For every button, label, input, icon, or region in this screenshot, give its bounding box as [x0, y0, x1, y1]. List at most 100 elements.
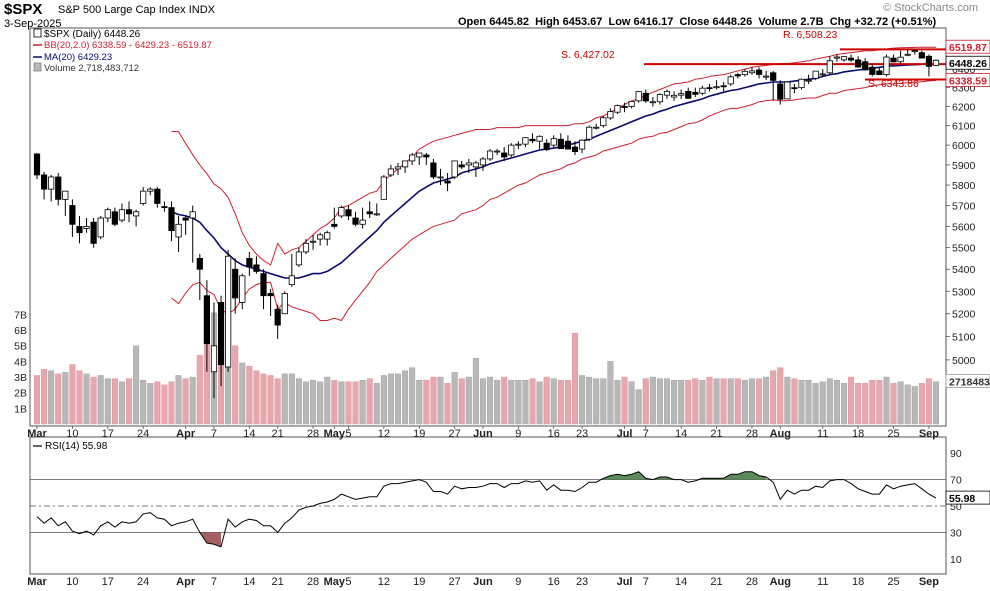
- volume-bar: [819, 381, 826, 425]
- volume-bar: [543, 376, 550, 425]
- date-tick-label: 11: [817, 428, 828, 440]
- price-candles: [33, 49, 940, 399]
- candle-body: [706, 87, 713, 90]
- candle-body: [508, 144, 515, 156]
- volume-bar: [402, 370, 409, 425]
- volume-bar: [607, 361, 614, 425]
- candle-body: [494, 150, 501, 153]
- rsi-tick-label: 10: [950, 554, 962, 566]
- volume-bar: [840, 383, 847, 425]
- candle-body: [918, 52, 925, 59]
- candle-body: [536, 135, 543, 142]
- date-tick-label: 25: [887, 428, 899, 440]
- date-tick-label: Mar: [27, 428, 47, 440]
- candle-body: [904, 53, 911, 56]
- rsi-panel-frame: [29, 436, 947, 575]
- price-tick-label: 6000: [952, 140, 976, 152]
- candle-body: [451, 160, 458, 178]
- rsi-date-tick-label: 25: [887, 576, 899, 588]
- volume-bar: [727, 378, 734, 425]
- candle-body: [104, 209, 111, 219]
- rsi-tick-label: 50: [950, 501, 962, 513]
- rsi-date-tick-label: May: [324, 576, 346, 588]
- candle-body: [770, 72, 777, 81]
- close-label: Close: [679, 16, 710, 28]
- candle-body: [798, 78, 805, 89]
- volume-bar: [295, 378, 302, 425]
- candle-body: [267, 293, 274, 297]
- candle-body: [642, 92, 649, 102]
- candle-body: [232, 268, 239, 299]
- volume-bar: [550, 378, 557, 425]
- rsi-date-tick-label: 16: [548, 576, 560, 588]
- volume-bar: [253, 370, 260, 425]
- volume-bar: [522, 379, 529, 425]
- volume-bar: [720, 378, 727, 425]
- candle-body: [600, 117, 607, 127]
- high-label: High: [535, 16, 560, 28]
- date-tick-label: 7: [643, 428, 649, 440]
- volume-bar: [437, 376, 444, 425]
- volume-bar: [147, 383, 154, 425]
- date-tick-label: 10: [66, 428, 78, 440]
- volume-bar: [69, 364, 76, 425]
- volume-bar: [911, 386, 918, 425]
- candle-body: [925, 55, 933, 67]
- volume-bar: [97, 375, 104, 425]
- change-value: +32.72 (+0.51%): [854, 16, 937, 28]
- volume-bar: [310, 379, 317, 425]
- candle-body: [784, 81, 791, 100]
- volume-tick-label: 6B: [14, 325, 27, 337]
- stockcharts-credit[interactable]: © StockCharts.com: [883, 2, 978, 14]
- volume-bar: [628, 381, 635, 425]
- price-tick-label: 6100: [952, 121, 976, 133]
- ticker-symbol: $SPX: [4, 1, 43, 18]
- volume-bar: [48, 370, 55, 425]
- rsi-date-tick-label: Sep: [919, 576, 939, 588]
- volume-bar: [317, 381, 324, 425]
- volume-bar: [331, 379, 338, 425]
- volume-bars: [34, 312, 940, 425]
- volume-bar: [756, 378, 763, 425]
- candle-body: [97, 217, 104, 238]
- candle-body: [564, 140, 572, 150]
- volume-tick-label: 5B: [14, 341, 27, 353]
- volume-bar: [586, 376, 593, 425]
- volume-bar: [713, 378, 720, 425]
- volume-bar: [126, 378, 133, 425]
- volume-bar: [288, 373, 295, 425]
- volume-bar: [748, 378, 755, 425]
- volume-bar: [869, 379, 876, 425]
- candle-body: [932, 59, 940, 66]
- volume-bar: [678, 379, 685, 425]
- date-tick-label: May: [324, 428, 346, 440]
- rsi-date-tick-label: 12: [378, 576, 390, 588]
- open-label: Open: [458, 16, 487, 28]
- candle-body: [62, 190, 69, 200]
- candle-body: [692, 91, 699, 95]
- volume-bar: [168, 381, 175, 425]
- price-legend: $SPX (Daily) 6448.26 BB(20,2.0) 6338.59 …: [33, 28, 212, 452]
- volume-bar: [890, 383, 897, 425]
- price-tick-label: 5300: [952, 286, 976, 298]
- close-badge-text: 6448.26: [949, 58, 987, 70]
- volume-bar: [826, 378, 833, 425]
- volume-tick-label: 4B: [14, 356, 27, 368]
- date-tick-label: 14: [675, 428, 687, 440]
- volume-bar: [862, 383, 869, 425]
- candle-body: [317, 234, 324, 240]
- index-description: S&P 500 Large Cap Index INDX: [58, 4, 215, 16]
- ma-legend-text: MA(20) 6429.23: [44, 52, 112, 63]
- bb-upper-badge-box: [945, 39, 990, 54]
- candle-body: [486, 150, 494, 160]
- date-tick-label: Aug: [770, 428, 791, 440]
- volume-bar: [76, 370, 83, 425]
- volume-bar: [536, 381, 543, 425]
- candle-body: [763, 75, 770, 78]
- candle-body: [302, 242, 310, 253]
- candle-body: [550, 138, 557, 146]
- candle-body: [380, 176, 387, 200]
- volume-bar: [664, 378, 671, 425]
- volume-bar: [649, 376, 656, 425]
- volume-label: Volume: [758, 16, 798, 28]
